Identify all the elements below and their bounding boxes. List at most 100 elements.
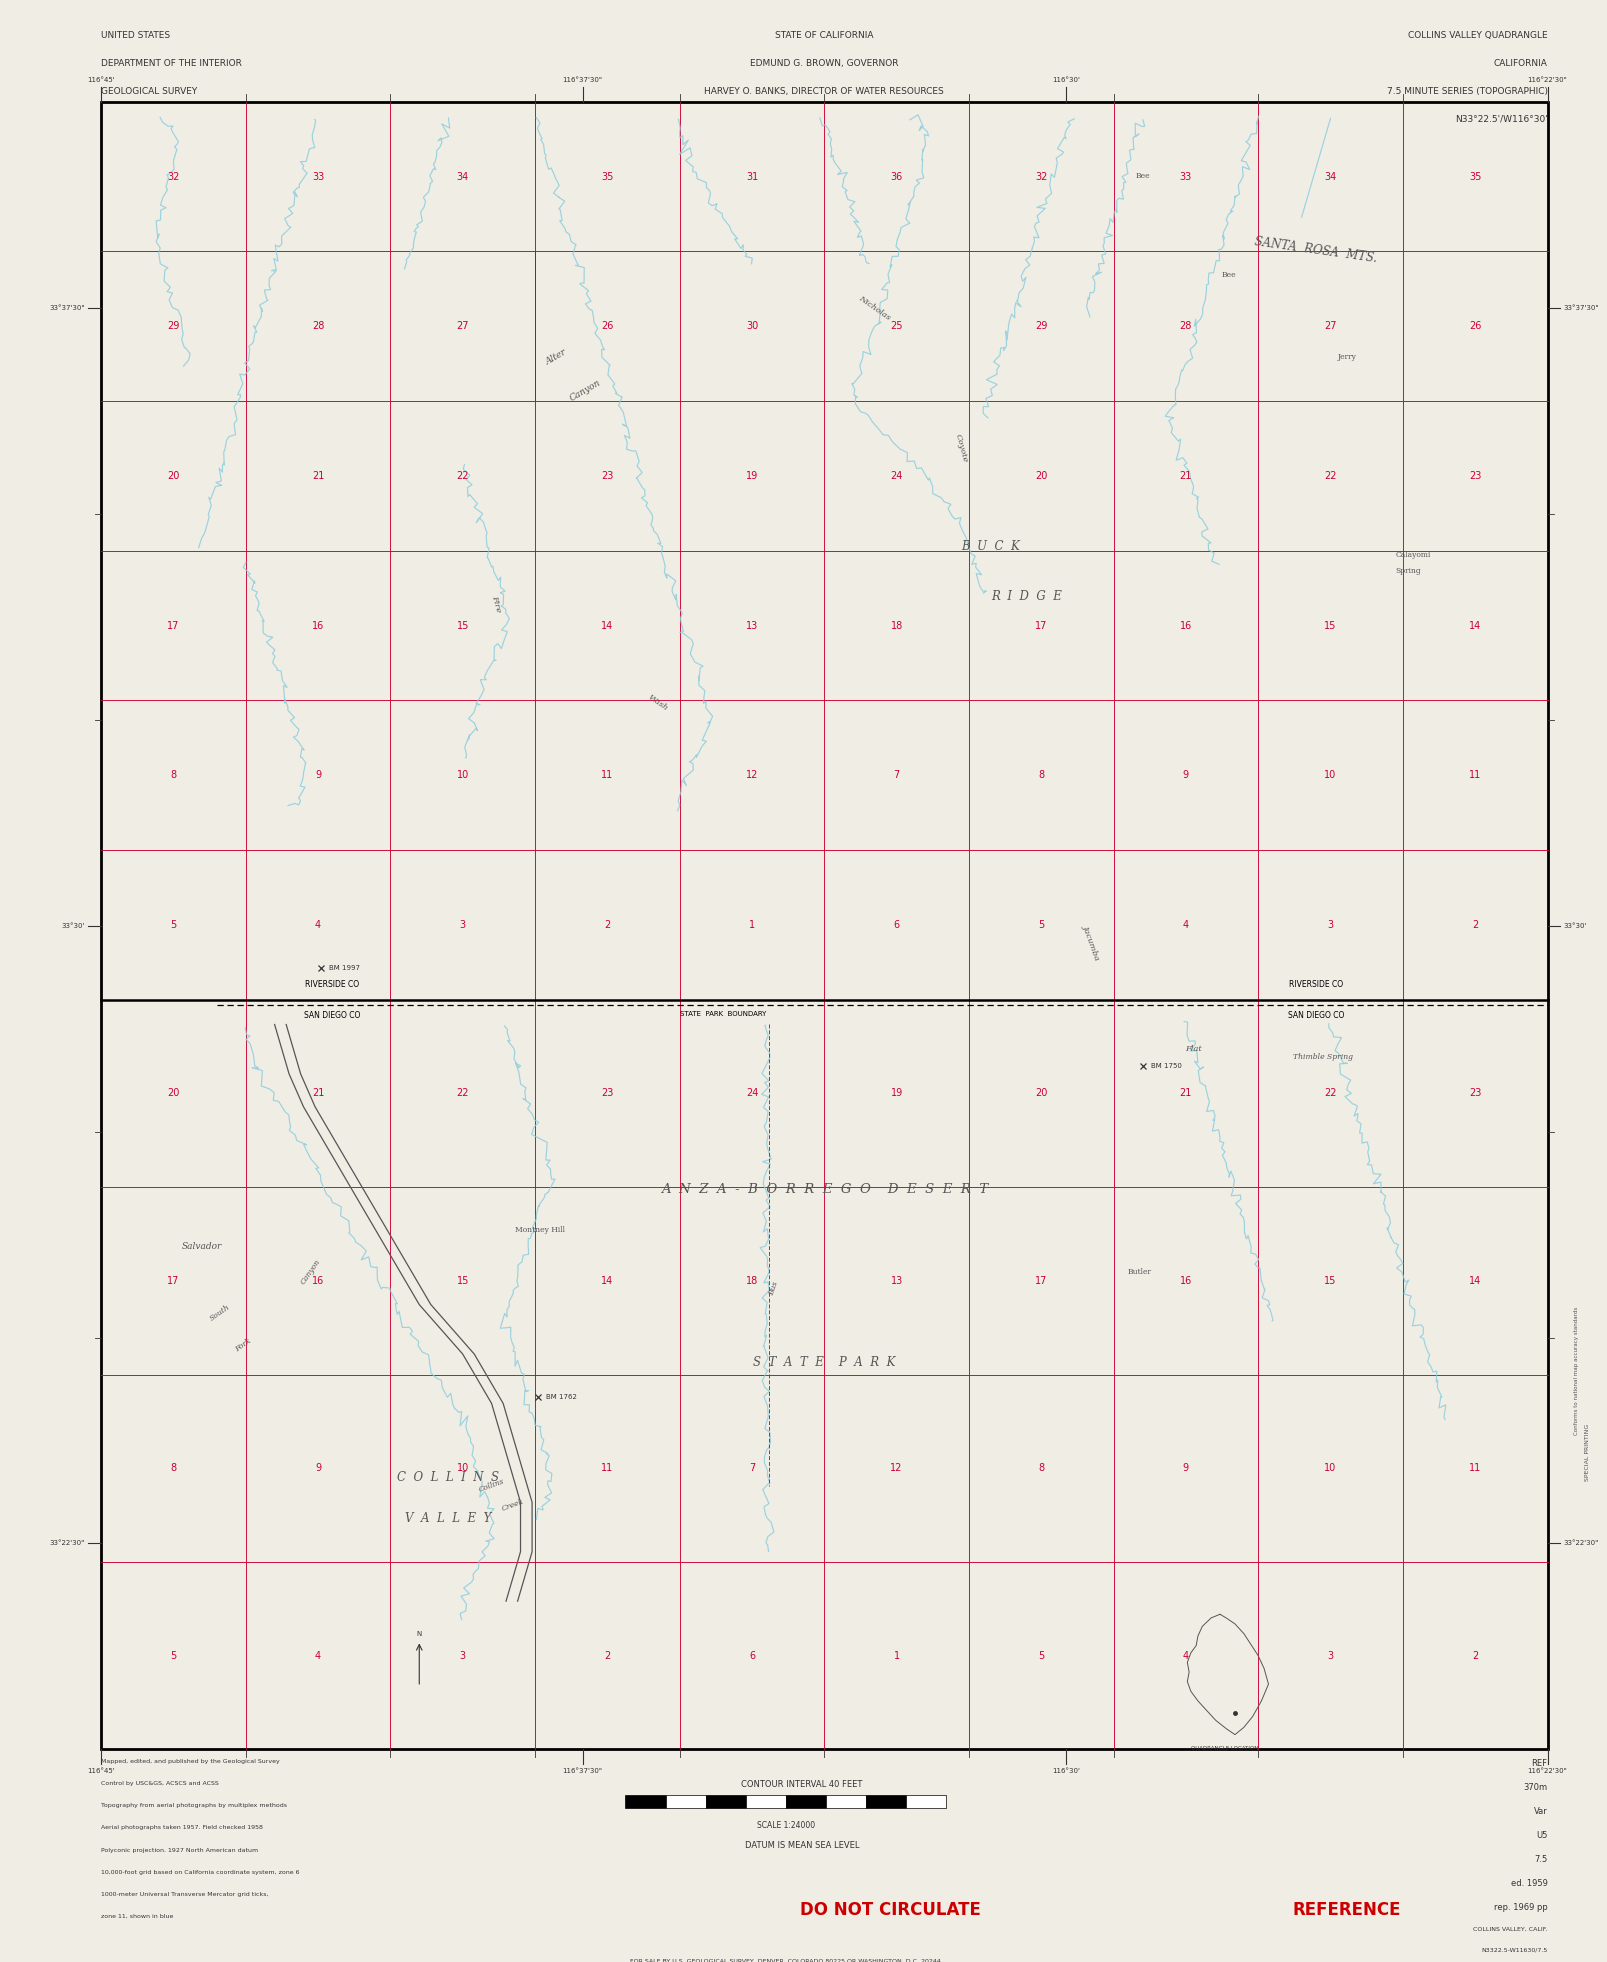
Text: 18: 18 [746,1275,757,1285]
Text: 4: 4 [1183,1650,1188,1660]
Text: 8: 8 [170,1464,177,1473]
Text: STATE  PARK  BOUNDARY: STATE PARK BOUNDARY [680,1010,765,1016]
Text: S  T  A  T  E    P  A  R  K: S T A T E P A R K [752,1356,895,1369]
Text: BM 1762: BM 1762 [545,1393,577,1399]
Text: 33°30': 33°30' [61,922,85,928]
Text: 1: 1 [893,1650,898,1660]
Text: 9: 9 [315,771,321,781]
Text: 5: 5 [170,920,177,930]
Text: SANTA  ROSA  MTS.: SANTA ROSA MTS. [1253,235,1377,265]
Text: Calayomi: Calayomi [1395,551,1430,559]
Text: 34: 34 [1324,171,1335,182]
Text: 22: 22 [456,471,469,481]
Text: 32: 32 [167,171,180,182]
Text: 33°37'30": 33°37'30" [50,304,85,310]
Text: 11: 11 [1469,771,1480,781]
Text: 33°30': 33°30' [1562,922,1586,928]
Text: UNITED STATES: UNITED STATES [101,31,170,41]
Text: 116°30': 116°30' [1051,1768,1080,1774]
Text: Nicholas: Nicholas [857,294,892,322]
Text: 20: 20 [167,471,180,481]
Text: 2: 2 [604,920,611,930]
Text: 4: 4 [315,920,321,930]
Text: V  A  L  L  E  Y: V A L L E Y [405,1513,492,1524]
Text: CALIFORNIA: CALIFORNIA [1493,59,1546,69]
Text: 25: 25 [890,322,902,332]
Text: Bee: Bee [1135,173,1149,181]
Text: QUADRANGLE LOCATION: QUADRANGLE LOCATION [1189,1746,1257,1750]
Text: 1: 1 [749,920,755,930]
Text: Jerry: Jerry [1337,353,1356,361]
Text: N3322.5-W11630/7.5: N3322.5-W11630/7.5 [1480,1948,1546,1952]
Text: Control by USC&GS, ACSCS and ACSS: Control by USC&GS, ACSCS and ACSS [101,1781,219,1785]
Text: Jacumba: Jacumba [1082,924,1101,961]
Text: DEPARTMENT OF THE INTERIOR: DEPARTMENT OF THE INTERIOR [101,59,241,69]
Text: U5: U5 [1535,1831,1546,1840]
Text: HARVEY O. BANKS, DIRECTOR OF WATER RESOURCES: HARVEY O. BANKS, DIRECTOR OF WATER RESOU… [704,86,943,96]
Text: GEOLOGICAL SURVEY: GEOLOGICAL SURVEY [101,86,198,96]
Text: 6: 6 [893,920,898,930]
Bar [746,1795,786,1807]
Text: 27: 27 [1324,322,1335,332]
Bar [705,1795,746,1807]
Text: 24: 24 [890,471,902,481]
Text: 20: 20 [1035,471,1046,481]
Text: 32: 32 [1035,171,1046,182]
Text: RIVERSIDE CO: RIVERSIDE CO [1289,979,1342,989]
Text: Montney Hill: Montney Hill [514,1226,564,1234]
Text: 35: 35 [1469,171,1480,182]
Text: 14: 14 [601,1275,612,1285]
Text: Topography from aerial photographs by multiplex methods: Topography from aerial photographs by mu… [101,1803,288,1809]
Text: Canyon: Canyon [569,379,603,402]
Text: 116°45': 116°45' [87,77,114,82]
Text: 10: 10 [456,771,469,781]
Text: 20: 20 [167,1089,180,1099]
Text: 14: 14 [1469,620,1480,630]
Text: 19: 19 [746,471,757,481]
Text: Fire: Fire [490,594,501,614]
Text: 5: 5 [1038,1650,1043,1660]
Text: 10: 10 [1324,771,1335,781]
Text: 21: 21 [312,471,325,481]
Text: SAN DIEGO CO: SAN DIEGO CO [304,1010,360,1020]
Text: 36: 36 [890,171,902,182]
Text: 2: 2 [1470,1650,1477,1660]
Text: South: South [207,1303,231,1322]
Text: DO NOT CIRCULATE: DO NOT CIRCULATE [799,1901,980,1919]
Bar [786,1795,826,1807]
Text: Salvador: Salvador [182,1242,222,1252]
Text: 33°22'30": 33°22'30" [1562,1540,1597,1546]
Bar [101,102,1546,1750]
Text: 3: 3 [1327,920,1332,930]
Text: Creek: Creek [501,1497,525,1513]
Text: 15: 15 [456,620,469,630]
Text: SAN DIEGO CO: SAN DIEGO CO [1287,1010,1343,1020]
Text: 9: 9 [1183,1464,1188,1473]
Text: 21: 21 [1180,1089,1191,1099]
Text: 15: 15 [1324,1275,1335,1285]
Text: 116°45': 116°45' [87,1768,114,1774]
Text: 29: 29 [167,322,180,332]
Text: 11: 11 [1469,1464,1480,1473]
Text: 17: 17 [1035,1275,1046,1285]
Text: BM 1997: BM 1997 [329,965,360,971]
Text: 29: 29 [1035,322,1046,332]
Text: N33°22.5'/W116°30': N33°22.5'/W116°30' [1454,116,1546,124]
Text: B  U  C  K: B U C K [961,540,1019,553]
Text: 7: 7 [749,1464,755,1473]
Text: 13: 13 [890,1275,902,1285]
Text: Bus: Bus [767,1279,779,1297]
Text: 33°37'30": 33°37'30" [1562,304,1597,310]
Text: 20: 20 [1035,1089,1046,1099]
Text: 10: 10 [1324,1464,1335,1473]
Text: 3: 3 [1327,1650,1332,1660]
Text: 26: 26 [601,322,614,332]
Text: Bee: Bee [1221,271,1236,279]
Text: 8: 8 [170,771,177,781]
Text: Butler: Butler [1128,1267,1151,1275]
Text: 13: 13 [746,620,757,630]
Text: Aerial photographs taken 1957. Field checked 1958: Aerial photographs taken 1957. Field che… [101,1825,262,1831]
Text: SCALE 1:24000: SCALE 1:24000 [757,1821,815,1831]
Text: 17: 17 [167,620,180,630]
Text: 17: 17 [167,1275,180,1285]
